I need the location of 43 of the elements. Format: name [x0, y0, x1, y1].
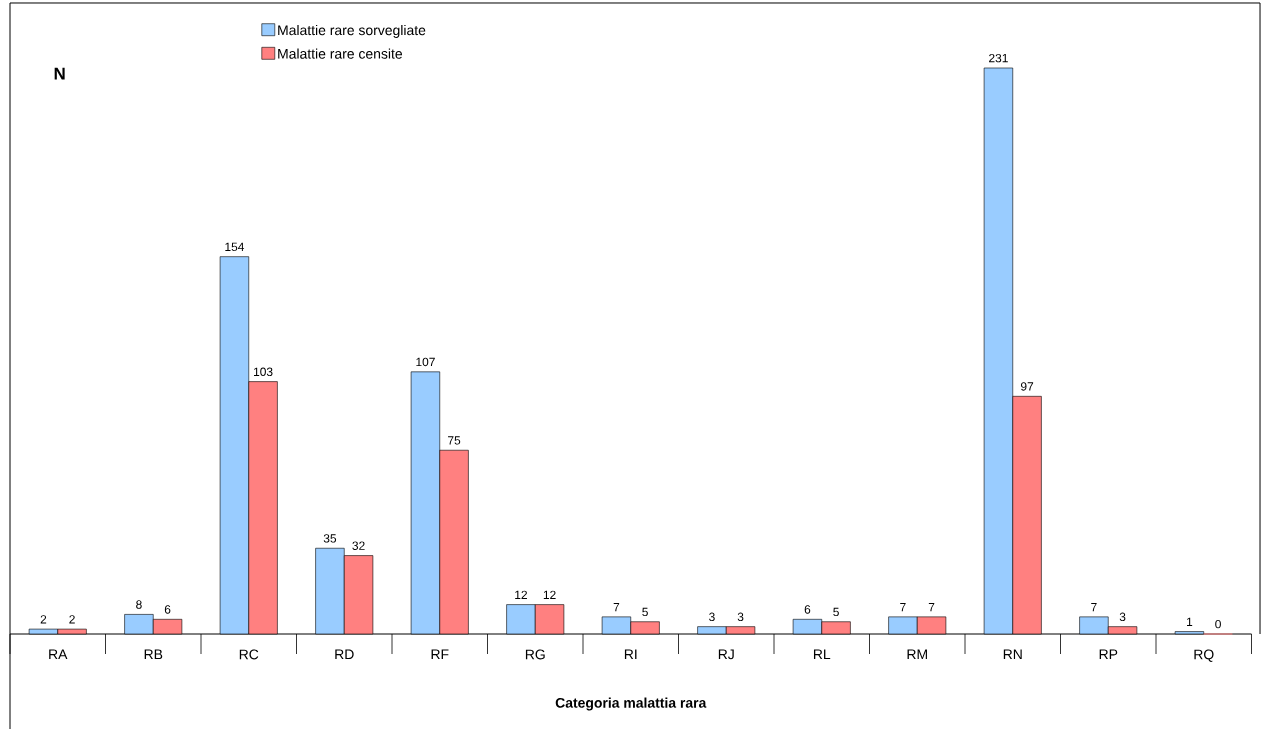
data-label: 154: [225, 242, 245, 252]
x-tick-label: RM: [907, 649, 927, 660]
x-tick-label: RI: [624, 649, 637, 660]
data-label: 231: [989, 53, 1008, 63]
data-label: 12: [515, 590, 527, 599]
data-label: 6: [164, 605, 171, 614]
data-label: 12: [543, 590, 556, 599]
data-label: 32: [352, 541, 365, 550]
data-label: 1: [1187, 617, 1193, 626]
data-label: 7: [1091, 603, 1097, 612]
x-tick-label: RC: [239, 649, 259, 660]
x-tick-label: RG: [525, 649, 545, 660]
x-axis-title: Categoria malattia rara: [555, 697, 707, 711]
data-label: 3: [737, 612, 744, 622]
data-label: 8: [136, 600, 142, 609]
legend-label: Malattie rare sorvegliate: [278, 24, 426, 38]
x-tick-label: RA: [49, 649, 68, 660]
data-label: 2: [69, 615, 75, 624]
data-label: 6: [804, 605, 811, 614]
data-label: 97: [1020, 382, 1034, 391]
legend-label: Malattie rare censite: [278, 48, 403, 59]
x-tick-label: RP: [1099, 649, 1118, 660]
data-label: 7: [900, 603, 906, 612]
x-tick-label: RD: [335, 649, 354, 660]
data-label: 5: [833, 607, 839, 617]
data-label: 75: [448, 436, 461, 445]
y-axis-title: N: [54, 67, 65, 80]
data-label: 103: [254, 367, 273, 376]
data-label: 107: [416, 357, 435, 367]
x-tick-label: RL: [813, 649, 831, 660]
data-label: 7: [613, 603, 620, 612]
data-label: 0: [1215, 619, 1221, 629]
x-tick-label: RF: [431, 649, 449, 660]
data-label: 35: [323, 534, 337, 543]
data-label: 5: [642, 607, 648, 617]
x-tick-label: RN: [1003, 649, 1022, 660]
data-label: 2: [40, 615, 47, 624]
data-label: 3: [709, 612, 715, 622]
x-tick-label: RQ: [1194, 649, 1214, 662]
data-label: 3: [1119, 612, 1126, 622]
x-tick-label: RB: [144, 649, 163, 660]
data-label: 7: [928, 603, 935, 612]
x-tick-label: RJ: [718, 649, 734, 660]
